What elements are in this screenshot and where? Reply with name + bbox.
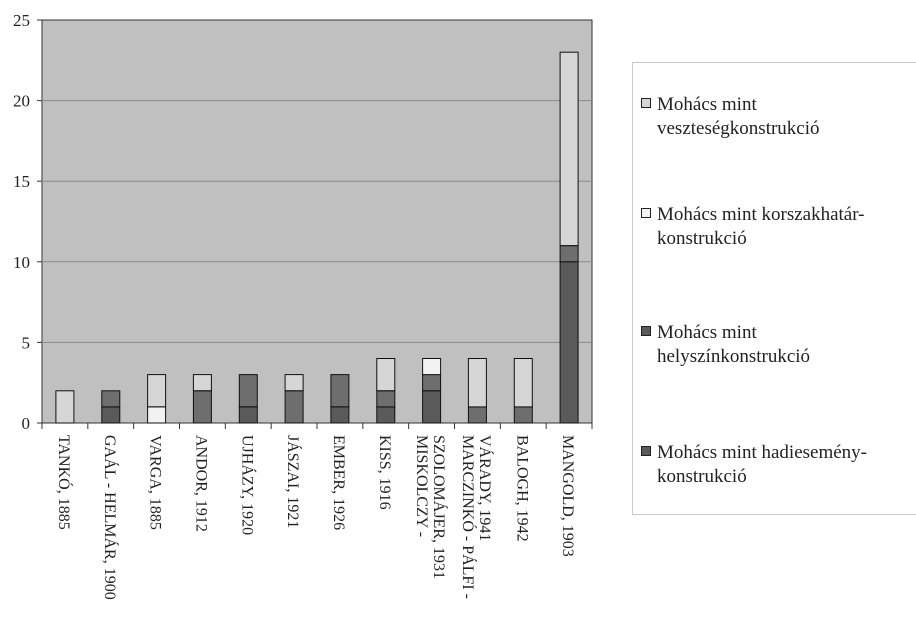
legend-item-veszteseg: Mohács mint veszteségkonstrukció [641, 93, 916, 141]
bar-segment-0 [559, 261, 579, 424]
x-tick-label: VÁRADY, 1941 [476, 435, 495, 541]
x-tick-label: ANDOR, 1912 [192, 435, 209, 532]
bar-segment-0 [422, 390, 442, 424]
bar-segment-1 [376, 390, 396, 408]
x-tick-label: GAÁL - HELMÁR, 1900 [101, 435, 120, 600]
y-tick-label: 15 [13, 172, 30, 191]
bar-segment-3 [55, 390, 75, 424]
legend: Mohács mint veszteségkonstrukció Mohács … [632, 62, 916, 515]
legend-label-veszteseg: Mohács mint veszteségkonstrukció [657, 93, 916, 141]
legend-label-line: veszteségkonstrukció [657, 118, 820, 139]
legend-item-korszakhatar: Mohács mint korszakhatár- konstrukció [641, 203, 916, 251]
x-axis-labels: TANKÓ, 1885 GAÁL - HELMÁR, 1900 VARGA, 188… [41, 423, 593, 600]
legend-swatch-helyszin [641, 326, 651, 336]
legend-label-line: Mohács mint [657, 94, 757, 115]
legend-swatch-korszakhatar [641, 208, 651, 218]
x-tick-label: JÁSZAI, 1921 [284, 435, 303, 528]
bar-segment-3 [284, 374, 304, 392]
bar-segment-2 [147, 406, 167, 424]
bar-segment-3 [467, 358, 487, 408]
bar-segment-1 [192, 390, 212, 424]
legend-label-line: helyszínkonstrukció [657, 346, 811, 367]
bar-segment-1 [559, 245, 579, 263]
bar-segment-1 [513, 406, 533, 424]
plot-area [41, 19, 593, 424]
bar-segment-3 [192, 374, 212, 392]
legend-label-line: konstrukció [657, 228, 747, 249]
x-tick-label: BALOGH, 1942 [513, 435, 530, 542]
bar-segment-3 [376, 358, 396, 392]
legend-swatch-hadiesemeny [641, 446, 651, 456]
legend-item-helyszin: Mohács mint helyszínkonstrukció [641, 321, 916, 369]
bar-segment-0 [376, 406, 396, 424]
bar-segment-0 [238, 406, 258, 424]
legend-label-line: Mohács mint hadiesemény- [657, 442, 868, 463]
bar-segment-1 [422, 374, 442, 392]
legend-label-helyszin: Mohács mint helyszínkonstrukció [657, 321, 916, 369]
bar-segment-0 [101, 406, 121, 424]
bar-segment-0 [330, 406, 350, 424]
bars [55, 51, 579, 424]
x-tick-label: KISS, 1916 [376, 435, 393, 510]
bar-segment-3 [147, 374, 167, 408]
y-tick-label: 0 [22, 414, 31, 433]
bar-segment-3 [513, 358, 533, 408]
x-tick-label: TANKÓ, 1885 [55, 435, 74, 530]
bar-segment-2 [422, 358, 442, 376]
bar-segment-1 [330, 374, 350, 408]
bar-segment-1 [101, 390, 121, 408]
x-tick-label: SZOLOMÁJER, 1931 [430, 435, 449, 579]
legend-item-hadiesemeny: Mohács mint hadiesemény- konstrukció [641, 441, 916, 489]
legend-label-line: Mohács mint korszakhatár- [657, 204, 865, 225]
x-tick-label: MISKOLCZY - [413, 435, 430, 537]
legend-label-hadiesemeny: Mohács mint hadiesemény- konstrukció [657, 441, 916, 489]
bar-segment-3 [559, 51, 579, 247]
y-axis-ticks: 0 5 10 15 20 25 [13, 11, 42, 433]
legend-label-korszakhatar: Mohács mint korszakhatár- konstrukció [657, 203, 916, 251]
x-tick-label: MANGOLD, 1903 [559, 435, 576, 557]
legend-label-line: konstrukció [657, 466, 747, 487]
bar-segment-1 [284, 390, 304, 424]
y-tick-label: 25 [13, 11, 30, 30]
y-tick-label: 5 [22, 333, 31, 352]
x-tick-label: MARCZINKÓ - PÁLFI - [459, 435, 478, 599]
x-tick-label: UJHÁZY, 1920 [238, 435, 257, 535]
y-tick-label: 10 [13, 253, 30, 272]
gridlines [42, 100, 592, 343]
legend-swatch-veszteseg [641, 98, 651, 108]
bar-segment-1 [467, 406, 487, 424]
legend-label-line: Mohács mint [657, 322, 757, 343]
x-tick-label: VARGA, 1885 [147, 435, 164, 530]
y-tick-label: 20 [13, 92, 30, 111]
x-tick-label: EMBER, 1926 [330, 435, 347, 530]
bar-segment-1 [238, 374, 258, 408]
